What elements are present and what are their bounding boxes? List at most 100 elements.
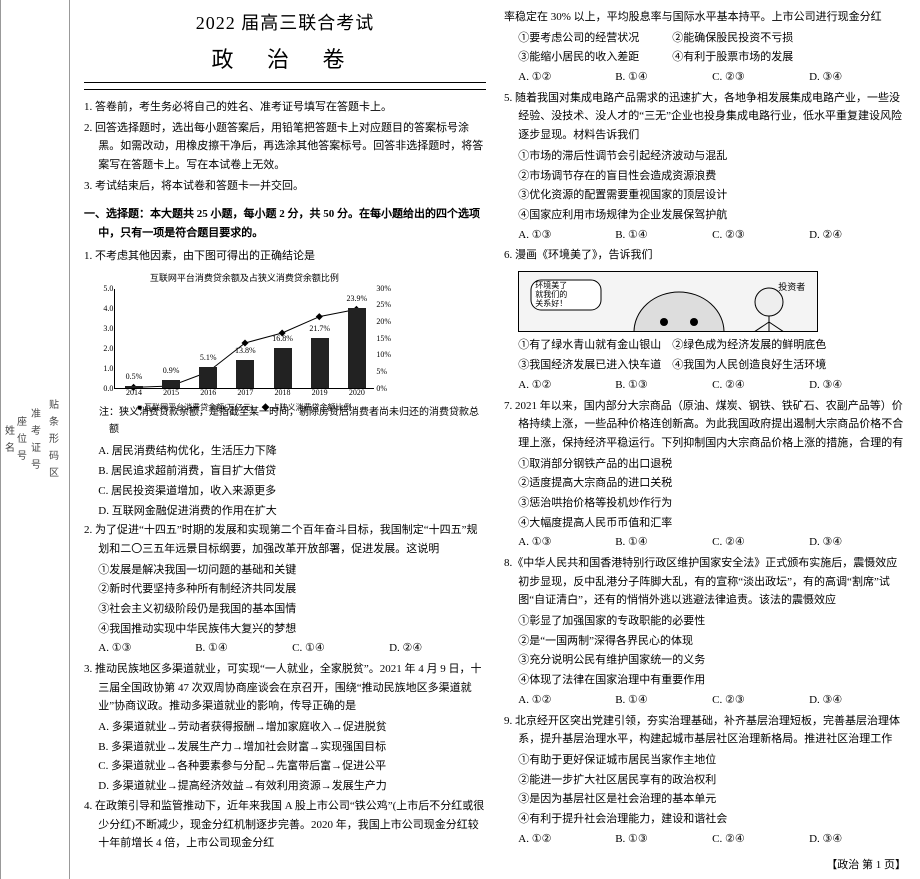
opt: A. ①② (518, 691, 615, 710)
q9-options: A. ①② B. ①③ C. ②④ D. ③④ (504, 830, 906, 849)
q3-opt: C. 多渠道就业→各种要素参与分配→先富带后富→促进公平 (84, 757, 486, 776)
q7-sub: ②适度提高大宗商品的进口关税 (504, 474, 906, 493)
opt: D. ③④ (809, 68, 906, 87)
q8-options: A. ①② B. ①④ C. ②③ D. ③④ (504, 691, 906, 710)
opt: B. ①④ (195, 639, 292, 658)
q1-opt: A. 居民消费结构优化，生活压力下降 (84, 442, 486, 461)
q7-sub: ①取消部分钢铁产品的出口退税 (504, 455, 906, 474)
opt: A. ①③ (518, 533, 615, 552)
opt: C. ②③ (712, 691, 809, 710)
q5-sub: ①市场的滞后性调节会引起经济波动与混乱 (504, 147, 906, 166)
gutter-seg: 姓名 (5, 423, 17, 457)
opt: A. ①③ (518, 226, 615, 245)
instruction: 3. 考试结束后，将本试卷和答题卡一并交回。 (84, 177, 486, 196)
opt: C. ②④ (712, 830, 809, 849)
opt: D. ③④ (809, 830, 906, 849)
q6-cartoon: 环境美了 就我们的 关系好！ 投资者 (518, 271, 818, 333)
q5-sub: ②市场调节存在的盲目性会造成资源浪费 (504, 167, 906, 186)
q8-sub: ③充分说明公民有维护国家统一的义务 (504, 651, 906, 670)
q6-stem: 6. 漫画《环境美了》，告诉我们 (504, 246, 906, 265)
q2-options: A. ①③ B. ①④ C. ①④ D. ②④ (84, 639, 486, 658)
q5-stem: 5. 随着我国对集成电路产品需求的迅速扩大，各地争相发展集成电路产业，一些没经验… (504, 89, 906, 145)
q2-sub: ①发展是解决我国一切问题的基础和关键 (84, 561, 486, 580)
q1-opt: B. 居民追求超前消费，盲目扩大借贷 (84, 462, 486, 481)
q7-sub: ④大幅度提高人民币币值和汇率 (504, 514, 906, 533)
opt: D. ②④ (389, 639, 486, 658)
q2-stem: 2. 为了促进“十四五”时期的发展和实现第二个百年奋斗目标，我国制定“十四五”规… (84, 521, 486, 558)
q9-sub: ③是因为基层社区是社会治理的基本单元 (504, 790, 906, 809)
q8-sub: ①彰显了加强国家的专政职能的必要性 (504, 612, 906, 631)
q5-sub: ④国家应利用市场规律为企业发展保驾护航 (504, 206, 906, 225)
opt: D. ③④ (809, 691, 906, 710)
right-column: 率稳定在 30% 以上，平均股息率与国际水平基本持平。上市公司进行现金分红 ①要… (504, 8, 906, 875)
q3-stem: 3. 推动民族地区多渠道就业，可实现“一人就业，全家脱贫”。2021 年 4 月… (84, 660, 486, 716)
gutter-seg: 准考证号 (29, 406, 45, 474)
q8-sub: ④体现了法律在国家治理中有重要作用 (504, 671, 906, 690)
chart-legend: ■ 互联网平台消费贷余额(万亿元) ◆ 占狭义消费贷余额比例 (94, 401, 394, 415)
instruction: 1. 答卷前，考生务必将自己的姓名、准考证号填写在答题卡上。 (84, 98, 486, 117)
opt: A. ①③ (98, 639, 195, 658)
opt: C. ②③ (712, 226, 809, 245)
q8-sub: ②是“一国两制”深得各界民心的体现 (504, 632, 906, 651)
opt: B. ①④ (615, 691, 712, 710)
q9-sub: ②能进一步扩大社区居民享有的政治权利 (504, 771, 906, 790)
q5-options: A. ①③ B. ①④ C. ②③ D. ②④ (504, 226, 906, 245)
q9-sub: ①有助于更好保证城市居民当家作主地位 (504, 751, 906, 770)
q8-stem: 8.《中华人民共和国香港特别行政区维护国家安全法》正式颁布实施后，震慑效应初步显… (504, 554, 906, 610)
q2-sub: ④我国推动实现中华民族伟大复兴的梦想 (84, 620, 486, 639)
exam-title: 2022 届高三联合考试 (84, 8, 486, 39)
q4-cont: 率稳定在 30% 以上，平均股息率与国际水平基本持平。上市公司进行现金分红 (504, 8, 906, 27)
gutter-seg: 座位号 (17, 414, 29, 465)
q5-sub: ③优化资源的配置需要重视国家的顶层设计 (504, 186, 906, 205)
opt: C. ②④ (712, 533, 809, 552)
opt: C. ②④ (712, 376, 809, 395)
opt: B. ①③ (615, 830, 712, 849)
q4-sub: ①要考虑公司的经营状况 ②能确保股民投资不亏损 (504, 29, 906, 48)
opt: D. ②④ (809, 226, 906, 245)
q1-chart: 互联网平台消费贷余额及占狭义消费贷余额比例 0.01.02.03.04.05.0… (94, 271, 394, 396)
opt: B. ①④ (615, 226, 712, 245)
opt: A. ①② (518, 830, 615, 849)
q3-opt: B. 多渠道就业→发展生产力→增加社会财富→实现强国目标 (84, 738, 486, 757)
q2-sub: ③社会主义初级阶段仍是我国的基本国情 (84, 600, 486, 619)
binding-gutter: 贴条形码区 准考证号 座位号 姓名 (0, 0, 70, 879)
q1-stem: 1. 不考虑其他因素，由下图可得出的正确结论是 (84, 247, 486, 266)
exam-sheet: 2022 届高三联合考试 政 治 卷 1. 答卷前，考生务必将自己的姓名、准考证… (70, 0, 920, 879)
q3-opt: D. 多渠道就业→提高经济效益→有效利用资源→发展生产力 (84, 777, 486, 796)
q6-options: A. ①② B. ①③ C. ②④ D. ③④ (504, 376, 906, 395)
page-footer: 【政治 第 1 页】 (504, 850, 906, 875)
opt: D. ③④ (809, 533, 906, 552)
subject-title: 政 治 卷 (84, 41, 486, 83)
chart-plot-area: 0.01.02.03.04.05.00%5%10%15%20%25%30%0.5… (114, 289, 374, 389)
opt: D. ③④ (809, 376, 906, 395)
opt: A. ①② (518, 68, 615, 87)
q7-sub: ③惩治哄抬价格等投机炒作行为 (504, 494, 906, 513)
q4-options: A. ①② B. ①④ C. ②③ D. ③④ (504, 68, 906, 87)
section-heading: 一、选择题：本大题共 25 小题，每小题 2 分，共 50 分。在每小题给出的四… (84, 205, 486, 242)
q4-stem: 4. 在政策引导和监管推动下，近年来我国 A 股上市公司“铁公鸡”(上市后不分红… (84, 797, 486, 853)
instruction: 2. 回答选择题时，选出每小题答案后，用铅笔把答题卡上对应题目的答案标号涂黑。如… (84, 119, 486, 175)
opt: C. ②③ (712, 68, 809, 87)
q7-options: A. ①③ B. ①④ C. ②④ D. ③④ (504, 533, 906, 552)
opt: B. ①④ (615, 68, 712, 87)
q6-sub: ①有了绿水青山就有金山银山 ②绿色成为经济发展的鲜明底色 (504, 336, 906, 355)
q9-stem: 9. 北京经开区突出党建引领，夯实治理基础，补齐基层治理短板，完善基层治理体系，… (504, 712, 906, 749)
left-column: 2022 届高三联合考试 政 治 卷 1. 答卷前，考生务必将自己的姓名、准考证… (84, 8, 486, 875)
gutter-seg: 贴条形码区 (45, 397, 65, 482)
q4-sub: ③能缩小居民的收入差距 ④有利于股票市场的发展 (504, 48, 906, 67)
q1-opt: D. 互联网金融促进消费的作用在扩大 (84, 502, 486, 521)
opt: B. ①③ (615, 376, 712, 395)
q9-sub: ④有利于提升社会治理能力，建设和谐社会 (504, 810, 906, 829)
cartoon-caption-right: 投资者 (778, 280, 805, 295)
q3-opt: A. 多渠道就业→劳动者获得报酬→增加家庭收入→促进脱贫 (84, 718, 486, 737)
chart-title: 互联网平台消费贷余额及占狭义消费贷余额比例 (94, 271, 394, 286)
title-rule (84, 89, 486, 90)
opt: B. ①④ (615, 533, 712, 552)
q1-opt: C. 居民投资渠道增加，收入来源更多 (84, 482, 486, 501)
opt: C. ①④ (292, 639, 389, 658)
q7-stem: 7. 2021 年以来，国内部分大宗商品（原油、煤炭、钢铁、铁矿石、农副产品等）… (504, 397, 906, 453)
q2-sub: ②新时代要坚持多种所有制经济共同发展 (84, 580, 486, 599)
opt: A. ①② (518, 376, 615, 395)
q6-sub: ③我国经济发展已进入快车道 ④我国为人民创造良好生活环境 (504, 356, 906, 375)
cartoon-caption-left: 环境美了 就我们的 关系好！ (535, 282, 567, 308)
